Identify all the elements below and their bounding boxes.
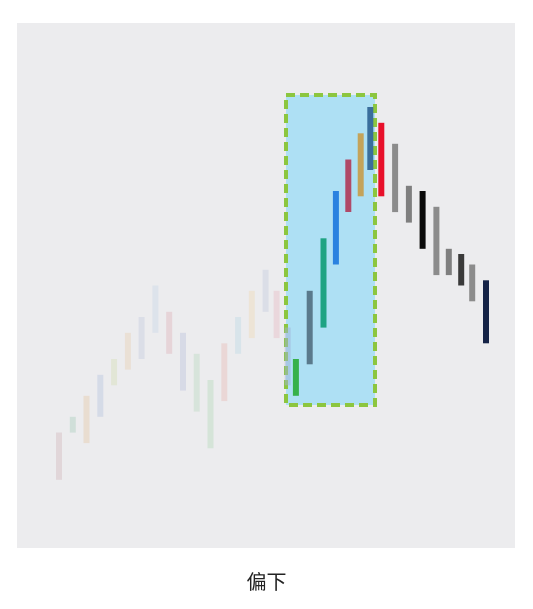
- range-bar: [69, 416, 76, 433]
- range-bar: [166, 311, 173, 354]
- range-bar: [445, 248, 452, 276]
- caption: 偏下: [246, 570, 287, 594]
- bars-group: [56, 107, 489, 480]
- range-bar: [332, 191, 339, 265]
- range-bar: [83, 395, 90, 444]
- range-bar: [180, 332, 186, 391]
- range-bar: [152, 285, 159, 333]
- range-bar: [56, 432, 62, 480]
- range-bar: [235, 317, 242, 354]
- range-bar: [138, 317, 145, 359]
- range-bar: [97, 374, 104, 417]
- range-bar: [345, 159, 352, 212]
- range-bar: [262, 269, 269, 312]
- range-bar: [405, 185, 412, 223]
- range-bar: [367, 107, 374, 170]
- range-bar: [392, 143, 399, 213]
- range-bar: [458, 254, 465, 286]
- plot-area: [17, 23, 515, 548]
- range-bar: [207, 380, 214, 449]
- range-bar: [306, 290, 313, 365]
- range-bar: [320, 238, 327, 328]
- range-bar: [111, 359, 118, 386]
- range-bar: [221, 343, 228, 402]
- range-bar: [433, 206, 440, 276]
- range-bar: [483, 280, 489, 344]
- range-bar: [273, 290, 280, 339]
- range-bar: [124, 332, 131, 370]
- range-bar: [193, 353, 200, 412]
- range-bar: [284, 327, 291, 386]
- range-bar: [378, 122, 385, 197]
- range-bar: [357, 133, 364, 197]
- range-bar: [469, 264, 476, 302]
- range-bar: [419, 191, 426, 249]
- range-bar: [292, 359, 299, 396]
- range-bar: [248, 290, 255, 339]
